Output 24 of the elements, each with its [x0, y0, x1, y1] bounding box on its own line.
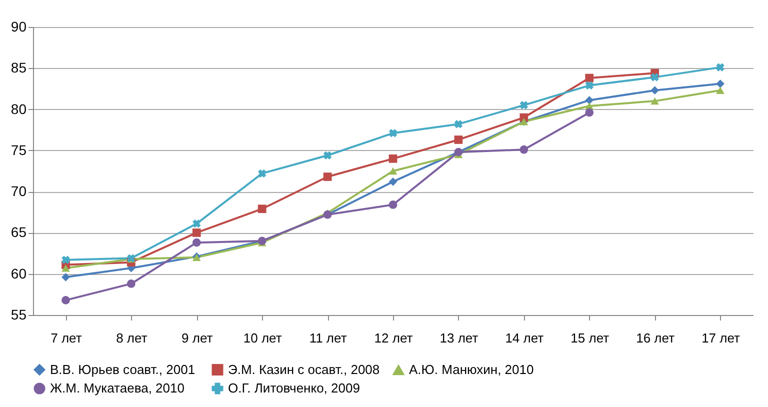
- y-tick-label: 75: [10, 142, 27, 158]
- y-tick-label: 70: [10, 183, 27, 200]
- x-tick-label: 16 лет: [636, 330, 675, 346]
- x-tick-label: 7 лет: [50, 330, 82, 346]
- y-tick-label: 60: [10, 265, 27, 282]
- x-tick-label: 14 лет: [505, 330, 544, 346]
- y-tick-label: 65: [10, 224, 27, 240]
- x-tick-label: 17 лет: [702, 330, 740, 346]
- x-tick-label: 8 лет: [116, 330, 148, 346]
- legend-label: О.Г. Литовченко, 2009: [228, 380, 360, 396]
- legend-label: В.В. Юрьев соавт., 2001: [50, 362, 196, 377]
- y-tick-label: 85: [10, 60, 27, 76]
- y-tick-label: 55: [10, 306, 27, 322]
- x-tick-label: 15 лет: [570, 330, 610, 346]
- x-tick-label: 12 лет: [374, 330, 413, 346]
- x-tick-label: 9 лет: [182, 330, 213, 346]
- legend-label: Э.М. Казин с осавт., 2008: [228, 362, 380, 377]
- x-tick-label: 13 лет: [440, 330, 478, 346]
- legend-label: Ж.М. Мукатаева, 2010: [50, 380, 184, 396]
- y-tick-label: 90: [10, 18, 27, 34]
- x-tick-label: 11 лет: [309, 330, 347, 346]
- y-tick-label: 80: [10, 100, 27, 117]
- x-tick-label: 10 лет: [243, 330, 282, 346]
- legend-label: А.Ю. Манюхин, 2010: [409, 362, 534, 378]
